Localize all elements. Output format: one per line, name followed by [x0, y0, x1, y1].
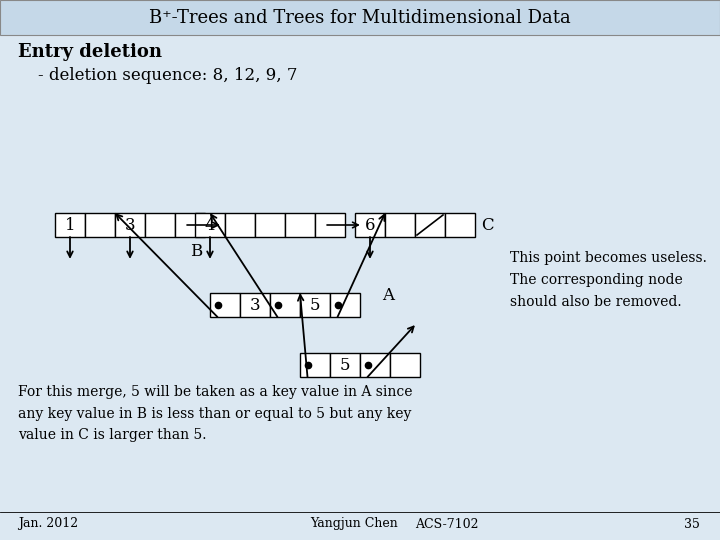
Text: A: A	[382, 287, 394, 303]
Text: Yangjun Chen: Yangjun Chen	[310, 517, 397, 530]
Text: 5: 5	[310, 296, 320, 314]
Text: This point becomes useless.
The corresponding node
should also be removed.: This point becomes useless. The correspo…	[510, 251, 707, 309]
Bar	[145, 213, 175, 237]
Bar	[115, 213, 145, 237]
Bar	[55, 213, 85, 237]
Text: - deletion sequence: 8, 12, 9, 7: - deletion sequence: 8, 12, 9, 7	[38, 66, 297, 84]
Bar	[300, 293, 330, 317]
Bar	[240, 293, 270, 317]
Text: ACS-7102: ACS-7102	[415, 517, 479, 530]
Bar	[385, 213, 415, 237]
Bar	[445, 213, 475, 237]
Text: B: B	[190, 244, 202, 260]
Text: 3: 3	[250, 296, 261, 314]
Bar	[270, 293, 300, 317]
Bar	[390, 353, 420, 377]
Bar	[355, 213, 385, 237]
Bar	[255, 213, 285, 237]
Bar	[315, 213, 345, 237]
Text: 35: 35	[684, 517, 700, 530]
Bar	[360, 353, 390, 377]
Bar	[175, 213, 205, 237]
Text: B⁺-Trees and Trees for Multidimensional Data: B⁺-Trees and Trees for Multidimensional …	[149, 9, 571, 27]
Bar	[330, 353, 360, 377]
Bar	[330, 293, 360, 317]
Text: C: C	[481, 217, 494, 233]
Text: 1: 1	[65, 217, 76, 233]
Text: 6: 6	[365, 217, 375, 233]
Bar	[415, 213, 445, 237]
Text: For this merge, 5 will be taken as a key value in A since
any key value in B is : For this merge, 5 will be taken as a key…	[18, 385, 413, 442]
Bar	[300, 353, 330, 377]
Text: Entry deletion: Entry deletion	[18, 43, 162, 61]
Text: 3: 3	[125, 217, 135, 233]
Bar	[85, 213, 115, 237]
Bar	[195, 213, 225, 237]
Bar	[210, 293, 240, 317]
Bar	[225, 213, 255, 237]
Bar	[0, 0, 720, 35]
Text: 5: 5	[340, 356, 350, 374]
Bar	[285, 213, 315, 237]
Text: Jan. 2012: Jan. 2012	[18, 517, 78, 530]
Text: 4: 4	[204, 217, 215, 233]
